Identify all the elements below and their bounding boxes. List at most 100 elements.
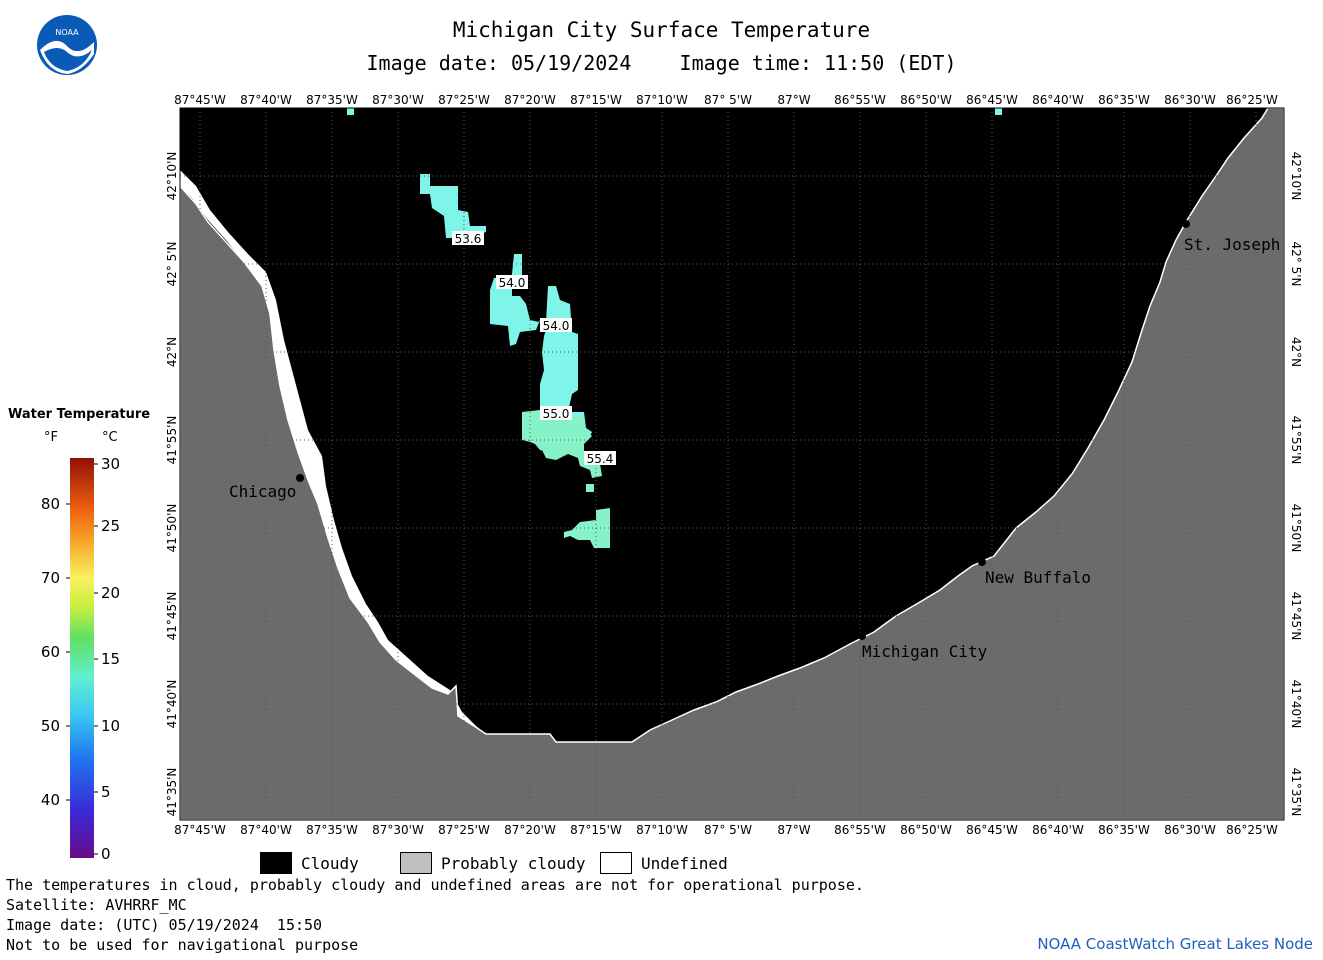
lon-label: 87°40'W — [240, 93, 292, 107]
longitude-labels-top: 87°45'W 87°40'W 87°35'W 87°30'W 87°25'W … — [174, 93, 1278, 107]
contour-label: 54.0 — [499, 276, 526, 290]
credit-text: NOAA CoastWatch Great Lakes Node — [1037, 935, 1313, 953]
lon-label: 87°35'W — [306, 823, 358, 837]
lon-label: 87°45'W — [174, 823, 226, 837]
place-label-st-joseph: St. Joseph — [1184, 235, 1280, 254]
c-tick-label: 20 — [101, 584, 120, 602]
legend-f-ticks — [66, 503, 70, 801]
lon-label: 87°20'W — [504, 93, 556, 107]
water-patch-top-2 — [995, 108, 1002, 115]
key-item-cloudy: Cloudy — [260, 850, 359, 876]
lon-label: 86°35'W — [1098, 93, 1150, 107]
lon-label: 87°30'W — [372, 823, 424, 837]
lon-label: 87°25'W — [438, 823, 490, 837]
temperature-color-bar — [70, 458, 94, 858]
lon-label: 87°W — [777, 823, 810, 837]
lon-label: 86°35'W — [1098, 823, 1150, 837]
noaa-logo-icon: NOAA — [37, 15, 97, 75]
place-label-new-buffalo: New Buffalo — [985, 568, 1091, 587]
longitude-labels-bottom: 87°45'W 87°40'W 87°35'W 87°30'W 87°25'W … — [174, 823, 1278, 837]
c-tick-label: 0 — [101, 845, 111, 863]
legend-title: Water Temperature — [8, 407, 151, 422]
water-patch-mint — [522, 410, 602, 478]
key-label: Cloudy — [301, 853, 359, 873]
lat-label: 42°N — [1289, 337, 1303, 367]
key-swatch-cloudy — [260, 852, 292, 874]
latitude-labels-right: 42°10'N 42° 5'N 42°N 41°55'N 41°50'N 41°… — [1289, 152, 1303, 817]
lon-label: 86°30'W — [1164, 93, 1216, 107]
noaa-logo-text: NOAA — [55, 28, 79, 37]
lon-label: 86°45'W — [966, 823, 1018, 837]
c-tick-label: 5 — [101, 783, 111, 801]
key-item-probably-cloudy: Probably cloudy — [400, 850, 586, 876]
key-swatch-probably-cloudy — [400, 852, 432, 874]
contour-label: 55.0 — [543, 407, 570, 421]
legend-unit-c: °C — [102, 430, 118, 445]
lat-label: 41°40'N — [165, 680, 179, 729]
footer-note-navigation: Not to be used for navigational purpose — [6, 936, 359, 954]
water-patch-dot — [586, 484, 594, 492]
water-patch-south — [564, 508, 610, 548]
lon-label: 86°45'W — [966, 93, 1018, 107]
c-tick-label: 15 — [101, 650, 120, 668]
graticule — [180, 108, 1284, 820]
lat-label: 41°45'N — [165, 592, 179, 641]
f-tick-label: 70 — [41, 569, 60, 587]
lon-label: 86°55'W — [834, 823, 886, 837]
place-label-michigan-city: Michigan City — [862, 642, 988, 661]
key-swatch-undefined — [600, 852, 632, 874]
lon-label: 86°30'W — [1164, 823, 1216, 837]
map-subtitle: Image date: 05/19/2024 Image time: 11:50… — [366, 51, 957, 75]
michigan-city-marker — [858, 632, 866, 640]
c-tick-label: 30 — [101, 455, 120, 473]
lon-label: 86°40'W — [1032, 823, 1084, 837]
water-patch-top-1 — [347, 108, 354, 115]
lon-label: 87° 5'W — [704, 823, 752, 837]
st-joseph-marker — [1182, 220, 1190, 228]
legend-unit-f: °F — [44, 430, 58, 445]
key-label: Undefined — [641, 853, 728, 873]
lon-label: 87°20'W — [504, 823, 556, 837]
lon-label: 86°25'W — [1226, 823, 1278, 837]
place-label-chicago: Chicago — [229, 482, 296, 501]
lat-label: 41°55'N — [165, 416, 179, 465]
f-tick-label: 60 — [41, 643, 60, 661]
lat-label: 41°35'N — [1289, 768, 1303, 817]
lon-label: 87°15'W — [570, 823, 622, 837]
lon-label: 87°25'W — [438, 93, 490, 107]
water-patch-north — [420, 174, 486, 238]
water-temperature-patches — [347, 108, 1002, 548]
lat-label: 41°40'N — [1289, 680, 1303, 729]
lon-label: 87°40'W — [240, 823, 292, 837]
contour-label: 55.4 — [587, 452, 614, 466]
lon-label: 87°30'W — [372, 93, 424, 107]
contour-label: 54.0 — [543, 319, 570, 333]
key-item-undefined: Undefined — [600, 850, 728, 876]
lon-label: 87°15'W — [570, 93, 622, 107]
f-tick-label: 50 — [41, 717, 60, 735]
lat-label: 42° 5'N — [1289, 242, 1303, 287]
lon-label: 86°40'W — [1032, 93, 1084, 107]
chicago-marker — [296, 474, 304, 482]
land-area — [179, 107, 1285, 821]
lon-label: 87°35'W — [306, 93, 358, 107]
c-tick-label: 10 — [101, 717, 120, 735]
lon-label: 87°W — [777, 93, 810, 107]
lon-label: 87°10'W — [636, 93, 688, 107]
lon-label: 87°45'W — [174, 93, 226, 107]
latitude-labels-left: 42°10'N 42° 5'N 42°N 41°55'N 41°50'N 41°… — [165, 152, 179, 817]
key-label: Probably cloudy — [441, 853, 586, 873]
lat-label: 41°50'N — [165, 504, 179, 553]
lat-label: 42°N — [165, 337, 179, 367]
lon-label: 87° 5'W — [704, 93, 752, 107]
lat-label: 42° 5'N — [165, 242, 179, 287]
contour-label: 53.6 — [455, 232, 482, 246]
map-frame — [179, 107, 1285, 821]
lon-label: 87°10'W — [636, 823, 688, 837]
lon-label: 86°55'W — [834, 93, 886, 107]
footer-note-satellite: Satellite: AVHRRF_MC — [6, 896, 187, 914]
footer-note-utc-date: Image date: (UTC) 05/19/2024 15:50 — [6, 916, 323, 934]
cloud-key: Cloudy Probably cloudy Undefined — [260, 850, 730, 876]
lat-label: 41°45'N — [1289, 592, 1303, 641]
